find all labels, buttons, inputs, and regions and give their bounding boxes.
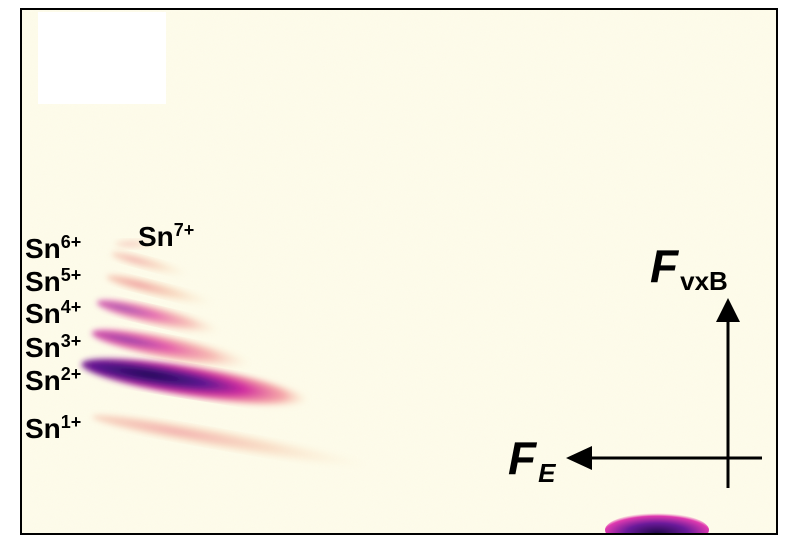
ion-charge: 5+ (61, 265, 82, 285)
ion-charge: 6+ (61, 232, 82, 252)
force-symbol: F (508, 432, 538, 484)
ion-element: Sn (138, 221, 174, 252)
spectrometer-image: Sn7+Sn6+Sn5+Sn4+Sn3+Sn2+Sn1+FvxBFE (0, 0, 789, 539)
ion-charge: 4+ (61, 297, 82, 317)
ion-element: Sn (25, 266, 61, 297)
ion-charge: 7+ (174, 220, 195, 240)
force-subscript: vxB (680, 266, 728, 296)
ion-charge: 2+ (61, 364, 82, 384)
ion-element: Sn (25, 365, 61, 396)
ion-charge: 3+ (61, 331, 82, 351)
ion-element: Sn (25, 413, 61, 444)
ion-element: Sn (25, 298, 61, 329)
ion-element: Sn (25, 332, 61, 363)
ion-charge: 1+ (61, 412, 82, 432)
force-symbol: F (650, 240, 680, 292)
ion-element: Sn (25, 233, 61, 264)
force-subscript: E (538, 458, 556, 488)
